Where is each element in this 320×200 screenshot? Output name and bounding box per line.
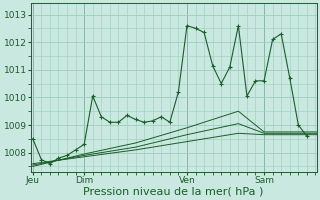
X-axis label: Pression niveau de la mer( hPa ): Pression niveau de la mer( hPa ) [84,187,264,197]
